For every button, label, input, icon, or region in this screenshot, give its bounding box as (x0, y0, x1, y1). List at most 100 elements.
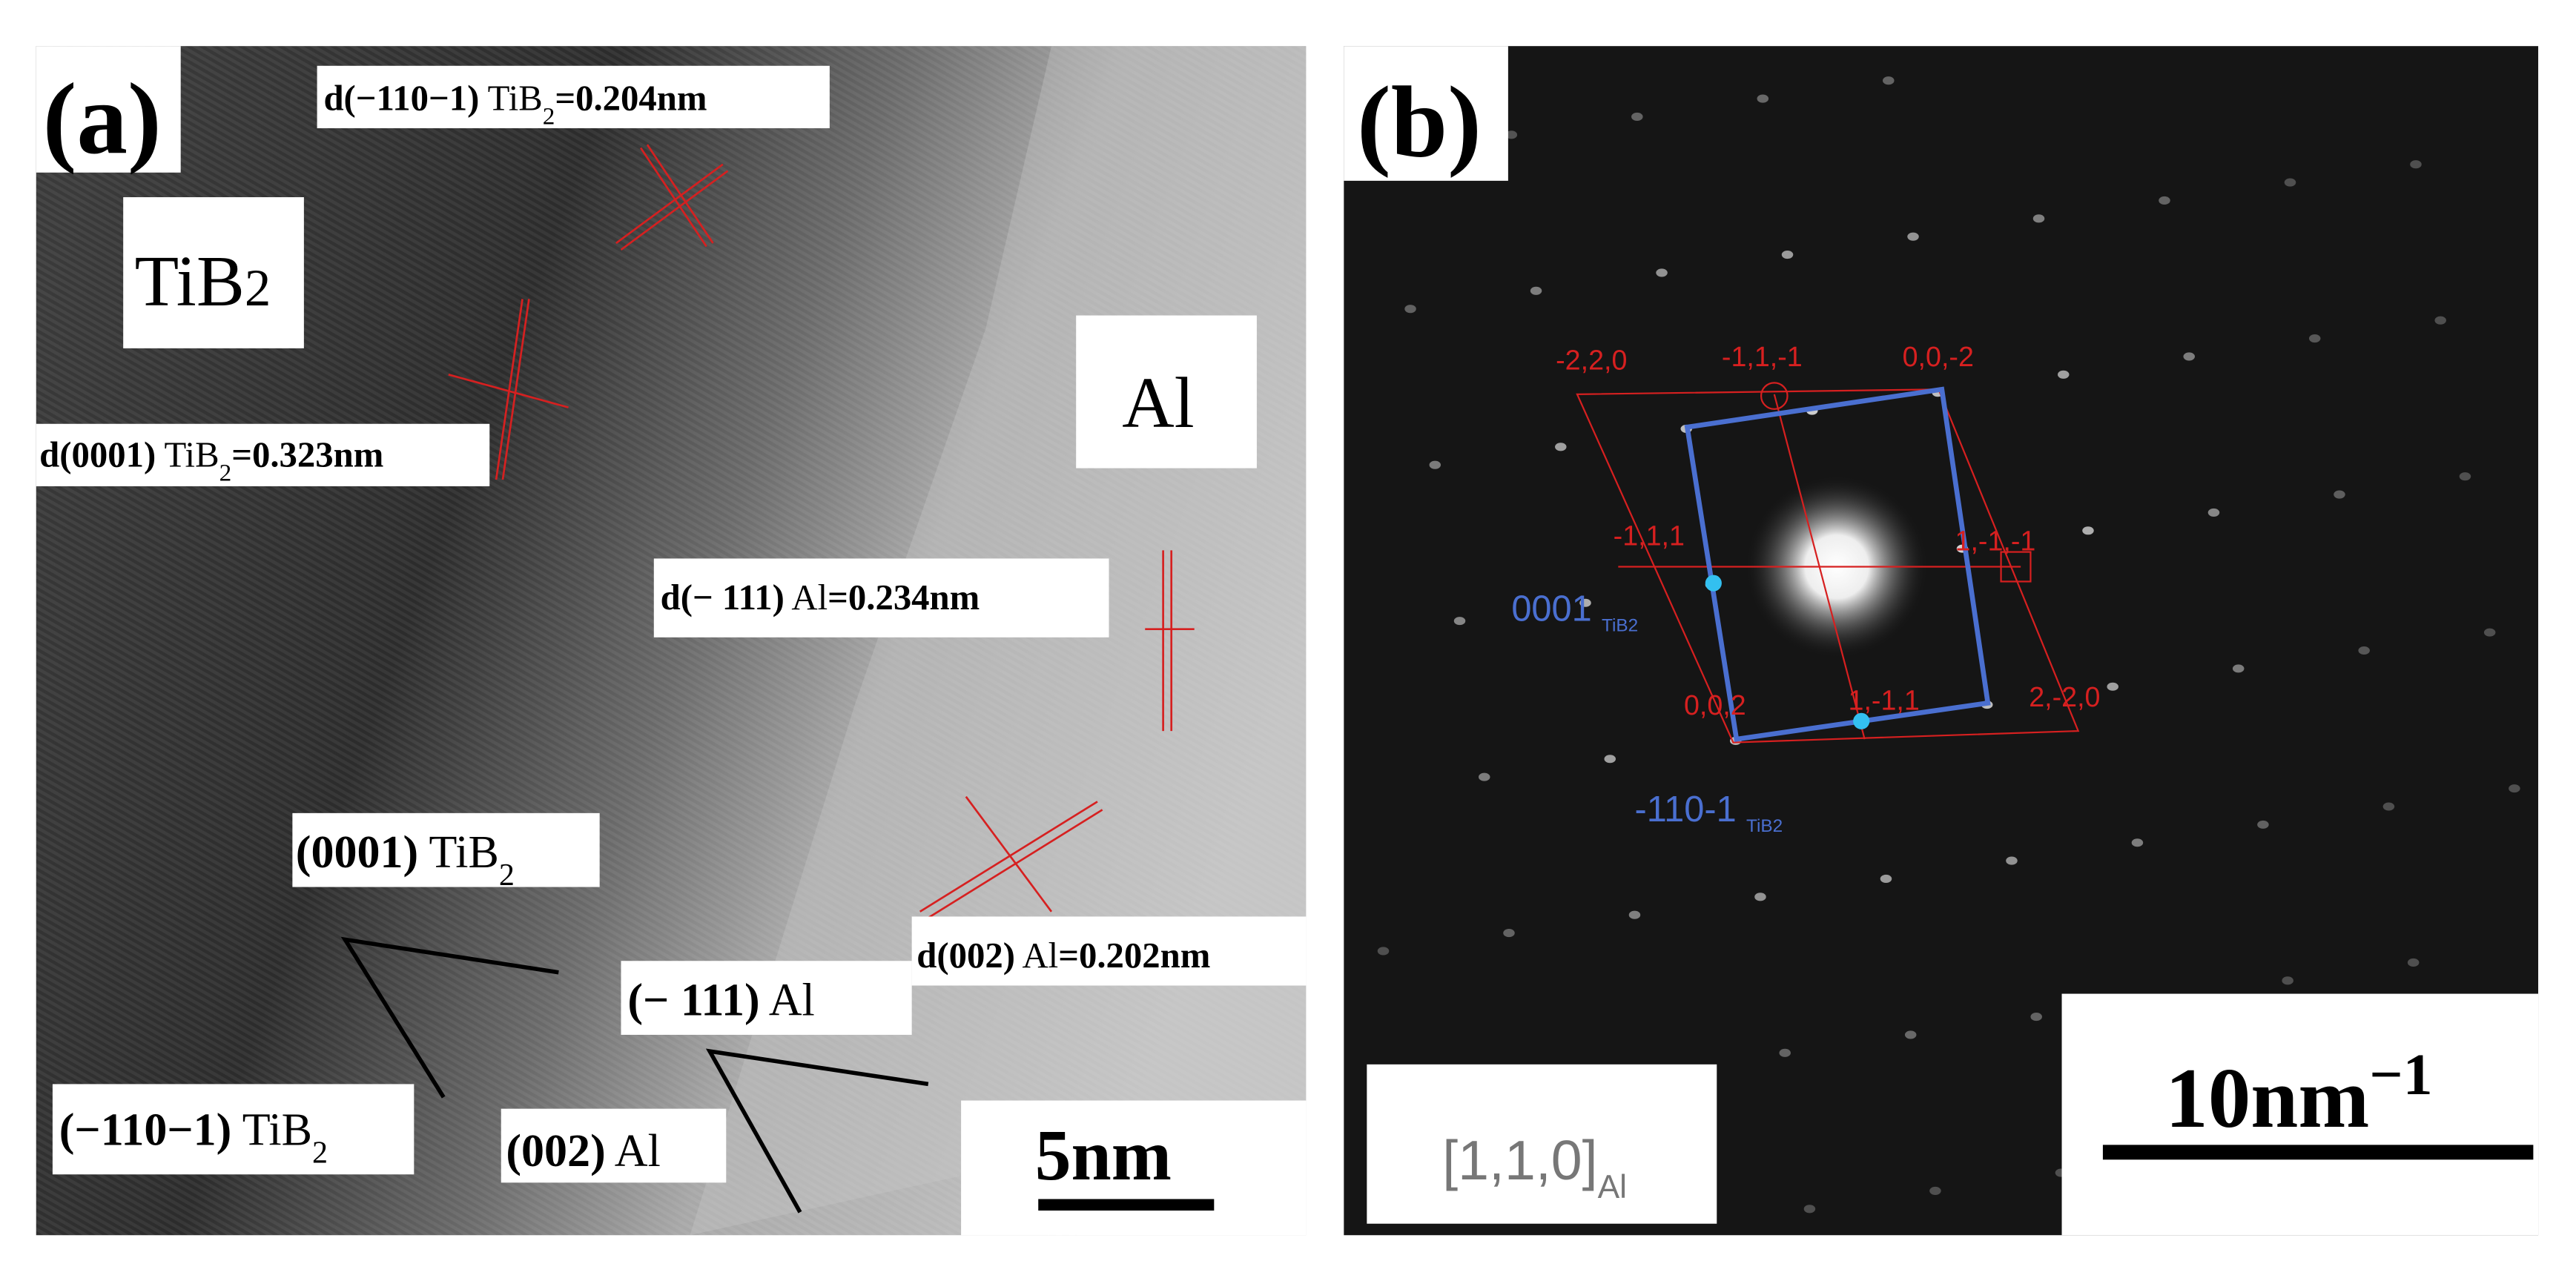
diffraction-spot (2032, 214, 2045, 223)
diffraction-spot (1530, 286, 1542, 295)
plane: -110-1 (1634, 789, 1736, 830)
plane-label: (0001) TiB2 (296, 827, 515, 893)
diffraction-spot (1429, 460, 1441, 469)
spot-marker (1853, 712, 1870, 729)
diffraction-spot (2082, 526, 2094, 535)
label-box (317, 65, 830, 128)
tib2-cell (1684, 386, 1991, 742)
diffraction-spot (1904, 1030, 1917, 1039)
diffraction-spot (1754, 893, 1766, 901)
decoration (501, 299, 530, 480)
decoration (1576, 388, 2080, 744)
decoration (340, 936, 559, 1099)
spacing-label: d(002) Al=0.202nm (917, 936, 1210, 976)
diffraction-spot (1757, 94, 1769, 103)
diffraction-spot (2308, 334, 2321, 343)
diffraction-spot (2382, 802, 2395, 811)
spot-index: -1,1,-1 (1722, 341, 1803, 372)
panel-b: -2,2,0 -1,1,-1 0,0,-2 -1,1,1 1,-1,-1 0,0… (1344, 46, 2539, 1236)
label-box (36, 423, 490, 486)
zone-index: [1,1,0] (1442, 1129, 1597, 1191)
plane: 0001 (1511, 589, 1591, 629)
plane: (0001) (296, 827, 418, 878)
diffraction-spot (1555, 443, 1567, 451)
decoration (639, 147, 707, 248)
diffraction-spot (2282, 976, 2293, 985)
subscript: 2 (499, 857, 515, 892)
phase: TiB (418, 827, 499, 878)
spot-index: 0,0,-2 (1903, 341, 1974, 372)
diffraction-spot (1505, 130, 1518, 139)
diffraction-spot (1929, 1186, 1941, 1195)
plane: d(− 111) (661, 577, 785, 618)
diffraction-spot (1503, 929, 1515, 938)
diffraction-spot (2057, 370, 2070, 379)
label-box (36, 46, 181, 173)
diffraction-spot (2232, 664, 2245, 673)
diffraction-spot (2183, 352, 2195, 361)
diffraction-spot (1631, 112, 1643, 121)
scale-bar-label: 10nm−1 (2165, 1042, 2433, 1145)
al-cell (1576, 382, 2080, 744)
diffraction-spot (1628, 910, 1641, 919)
diffraction-spot (1907, 232, 1919, 241)
plane-label: (−110−1) TiB2 (59, 1105, 328, 1170)
plane-label: (002) Al (506, 1126, 660, 1176)
subscript: 2 (245, 259, 271, 317)
spot-index: 1,-1,-1 (1955, 525, 2036, 556)
zone-axis: [1,1,0]Al (1442, 1129, 1627, 1205)
diffraction-spot (2284, 178, 2296, 187)
spot-index: 2,-2,0 (2029, 681, 2100, 712)
decoration (620, 170, 729, 251)
label-box (1076, 315, 1257, 469)
label-box (1344, 46, 1508, 181)
scale-box (2061, 993, 2539, 1236)
cell-label: 0001 TiB2 (1511, 589, 1638, 636)
label-box (911, 916, 1307, 986)
diffraction-spot (1404, 305, 1416, 314)
phase: Al (606, 1126, 661, 1176)
phase-label: TiB2 (135, 242, 271, 322)
diffraction-spot (2334, 490, 2345, 499)
diffraction-spot (2358, 646, 2370, 655)
decoration (615, 163, 724, 245)
scale-bar (2102, 1145, 2534, 1160)
decoration (495, 299, 524, 480)
decoration (705, 1048, 929, 1214)
plane-label: (− 111) Al (627, 975, 814, 1025)
decoration (1760, 382, 1789, 410)
diffraction-spot (1604, 755, 1616, 764)
diffraction-spot (1579, 598, 1591, 607)
phase: TiB (231, 1105, 312, 1155)
subscript: 2 (312, 1135, 328, 1170)
value: =0.204nm (555, 79, 707, 119)
diffraction-spot (2159, 196, 2170, 205)
plane: (− 111) (627, 975, 759, 1025)
scale-bar (1038, 1199, 1215, 1211)
diffraction-spot (1656, 268, 1668, 277)
plane: d(−110−1) (323, 79, 479, 119)
decoration (646, 144, 714, 244)
diffraction-spot (2410, 160, 2422, 169)
panel-a: (a) d(−110−1) TiB2=0.204nm TiB2 Al d(000… (36, 46, 1307, 1236)
scale-box (961, 1100, 1307, 1236)
spacing-label: d(−110−1) TiB2=0.204nm (323, 79, 707, 130)
decoration (2000, 551, 2032, 583)
phase: Al (760, 975, 815, 1025)
diffraction-spot (1779, 1048, 1791, 1057)
diffraction-spot (1479, 772, 1490, 781)
diffraction-spot (1880, 874, 1892, 884)
value: =0.234nm (828, 577, 980, 618)
plane: (002) (506, 1126, 605, 1176)
plane: d(0001) (39, 434, 156, 474)
value: =0.202nm (1058, 936, 1210, 976)
label-box (653, 558, 1109, 638)
spacing-label: d(− 111) Al=0.234nm (661, 577, 980, 618)
superscript: −1 (2369, 1042, 2432, 1108)
plane: d(002) (917, 936, 1015, 976)
diffraction-spot (1883, 76, 1895, 85)
diffraction-spot (1781, 251, 1794, 259)
panel-label: (b) (1357, 66, 1482, 179)
red-markers (448, 144, 1195, 921)
